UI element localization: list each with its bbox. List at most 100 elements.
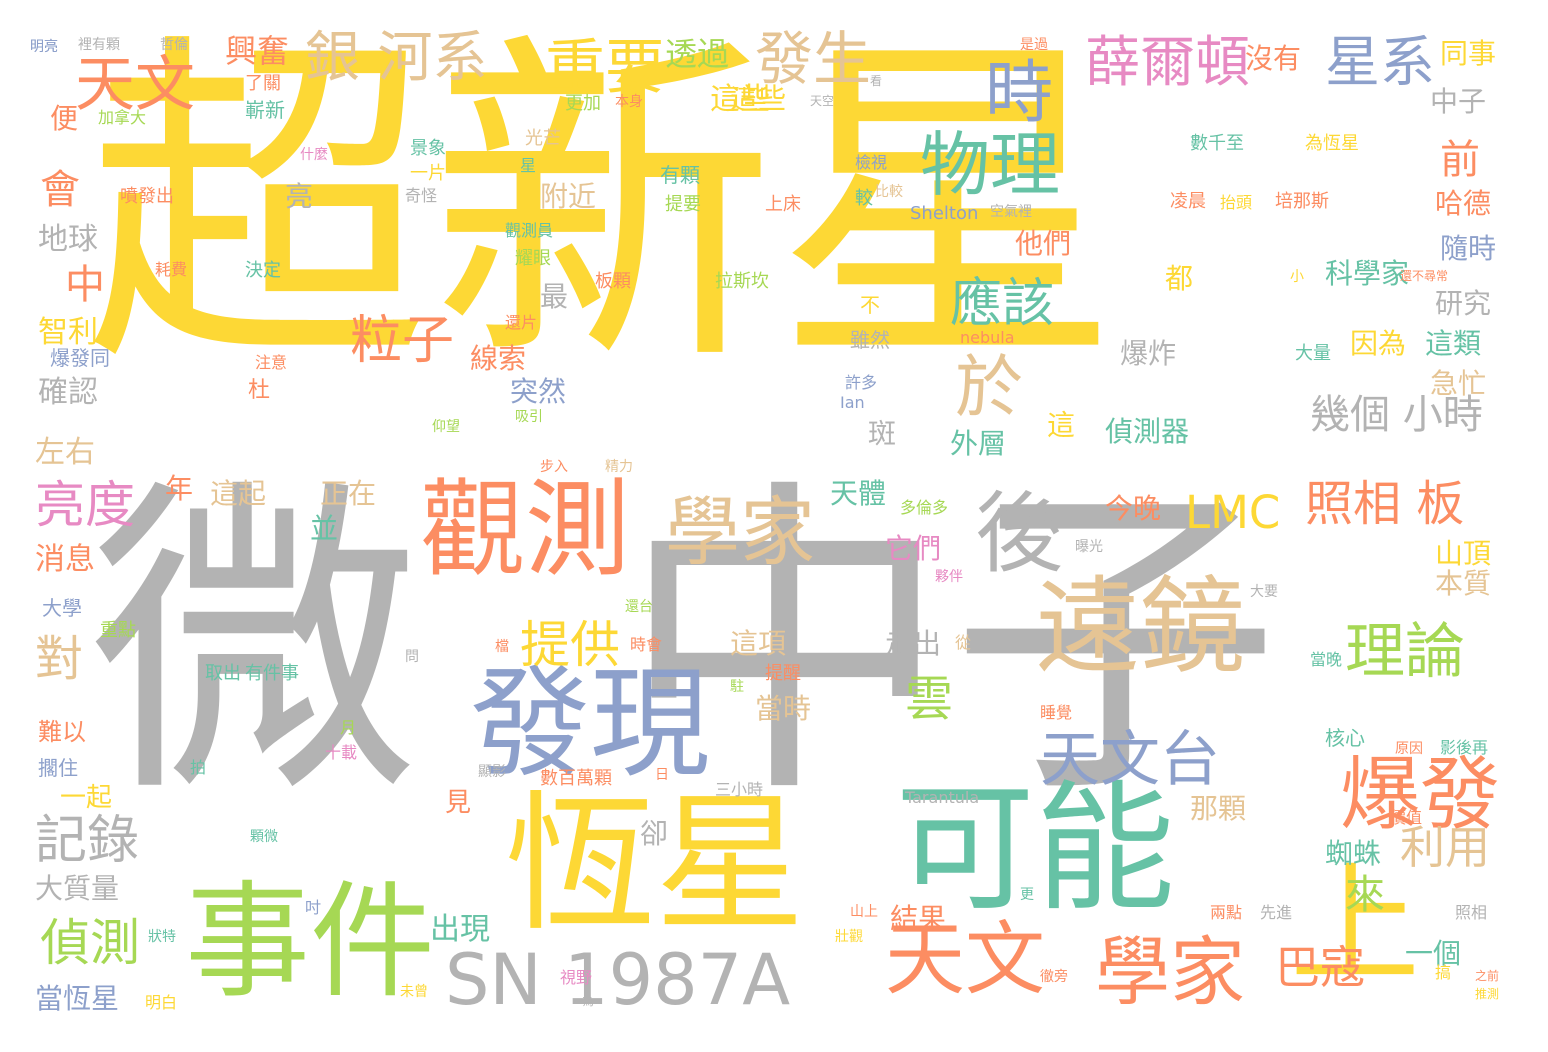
cloud-word: 這些: [710, 82, 770, 117]
cloud-word: 十載: [325, 743, 358, 762]
cloud-word: nebula: [960, 328, 1015, 347]
cloud-word: 難以: [38, 718, 86, 746]
cloud-word: 哲倫: [160, 37, 188, 53]
cloud-word: 中子: [620, 453, 1280, 837]
cloud-word: SN 1987A: [445, 939, 791, 1021]
cloud-word: 科學家: [1325, 257, 1410, 290]
cloud-word: 線索: [470, 342, 527, 375]
cloud-word: 還不尋常: [1400, 269, 1449, 283]
cloud-word: 星: [520, 156, 537, 175]
cloud-word: 利用: [1400, 821, 1491, 874]
cloud-word: 雲: [905, 671, 954, 727]
cloud-word: 數百萬顆: [540, 768, 612, 789]
cloud-word: 一個: [1405, 937, 1462, 970]
cloud-word: 顯影: [478, 764, 506, 780]
cloud-word: 理論: [1345, 617, 1465, 687]
cloud-word: 從: [955, 633, 972, 652]
cloud-word: 提要: [665, 194, 701, 215]
cloud-word: 當時: [755, 692, 812, 725]
cloud-word: 有件事: [245, 663, 299, 684]
cloud-word: 還台: [625, 599, 653, 615]
cloud-word: 吸引: [515, 409, 543, 425]
cloud-word: 星系: [1325, 30, 1436, 94]
cloud-word: 先進: [1260, 903, 1293, 922]
cloud-word: 多倫多: [900, 498, 949, 517]
cloud-word: 日: [655, 767, 669, 783]
cloud-word: 亮度: [35, 476, 135, 534]
cloud-word: 山頂: [1435, 537, 1492, 570]
cloud-word: 顆微: [250, 829, 278, 845]
cloud-word: 薛爾頓: [1085, 30, 1251, 94]
cloud-word: 景象: [410, 138, 446, 159]
cloud-word: 時: [985, 54, 1054, 133]
cloud-word: 前: [1440, 137, 1480, 183]
cloud-word: 拉斯坎: [715, 271, 769, 292]
cloud-word: 提醒: [765, 663, 801, 684]
cloud-word: 更加: [565, 93, 601, 114]
cloud-word: 學家: [665, 488, 816, 576]
cloud-word: 地球: [38, 222, 98, 257]
cloud-word: 觀測員: [505, 221, 554, 240]
cloud-word: 亮: [285, 180, 314, 213]
cloud-word: 天文: [75, 50, 195, 120]
cloud-word: 較: [855, 188, 873, 209]
cloud-word: 對: [35, 631, 84, 687]
cloud-word: 比較: [875, 184, 903, 200]
cloud-word: 噴發出: [120, 186, 174, 207]
cloud-word: 突然: [510, 375, 567, 408]
cloud-word: 哈德: [1435, 187, 1492, 220]
cloud-word: 兩點: [1210, 903, 1243, 922]
cloud-word: 抬頭: [1220, 193, 1253, 212]
cloud-word: 斑: [868, 417, 897, 450]
cloud-word: 消息: [35, 542, 95, 577]
cloud-word: 板顆: [595, 271, 631, 292]
cloud-word: 隨時: [1440, 232, 1497, 265]
cloud-word: Shelton: [910, 203, 979, 224]
cloud-word: 山上: [850, 904, 878, 920]
cloud-word: 都: [1165, 262, 1194, 295]
cloud-word: 蜘蛛: [1325, 837, 1382, 870]
cloud-word: 正在: [320, 477, 377, 510]
cloud-word: 問: [405, 649, 419, 665]
cloud-word: 仰望: [432, 419, 460, 435]
cloud-word: 觀測: [420, 469, 631, 591]
cloud-word: 這些: [730, 82, 787, 115]
cloud-word: 來: [1345, 872, 1385, 918]
cloud-word: 這項: [730, 627, 787, 660]
cloud-word: 偵測器: [1105, 415, 1190, 448]
cloud-word: 夥伴: [935, 569, 963, 585]
cloud-word: 應該: [950, 274, 1055, 334]
cloud-word: 透過: [665, 35, 730, 73]
cloud-word: 遠鏡: [1035, 566, 1246, 688]
cloud-word: 恆星: [505, 778, 806, 952]
cloud-word: 它們: [885, 532, 942, 565]
cloud-word: 天文: [885, 913, 1045, 1006]
cloud-word: 奇怪: [405, 186, 438, 205]
cloud-word: 擱住: [38, 756, 78, 780]
cloud-word: 狀特: [148, 929, 176, 945]
cloud-word: 這: [1043, 410, 1076, 438]
cloud-word: 天文台: [1040, 725, 1220, 795]
cloud-word: 偵測: [40, 914, 140, 972]
cloud-word: 發現: [470, 655, 710, 794]
cloud-word: 於: [955, 349, 1024, 428]
cloud-word: 價值: [1390, 808, 1423, 827]
cloud-word: 發生: [755, 25, 872, 93]
cloud-word: 便: [50, 102, 79, 135]
cloud-word: 年: [165, 472, 194, 505]
cloud-word: 小: [1290, 269, 1304, 285]
cloud-word: 時會: [630, 635, 663, 654]
cloud-word: 同事: [1440, 37, 1497, 70]
cloud-word: 銀 河系: [305, 25, 488, 89]
cloud-word: 一片: [410, 163, 446, 184]
cloud-word: 記錄: [35, 811, 140, 871]
cloud-word: 明亮: [30, 39, 58, 55]
cloud-word: 大量: [1295, 343, 1331, 364]
cloud-word: 加拿大: [98, 108, 147, 127]
cloud-word: 左右: [35, 435, 95, 470]
cloud-word: 一起: [60, 783, 113, 813]
cloud-word: 搞: [1435, 963, 1452, 982]
cloud-word: LMC: [1185, 486, 1281, 539]
cloud-word: 還片: [505, 313, 538, 332]
cloud-word: 當恆星: [35, 982, 120, 1015]
